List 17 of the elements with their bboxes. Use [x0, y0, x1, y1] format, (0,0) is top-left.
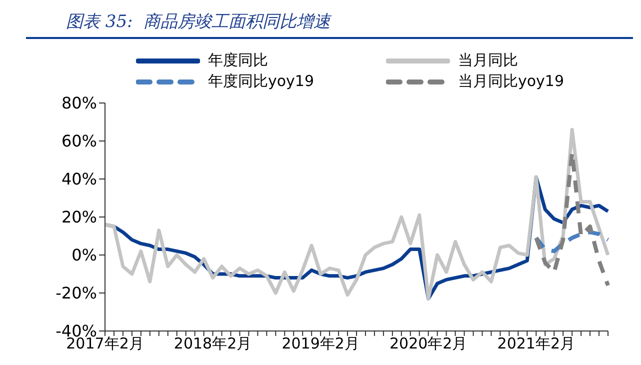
y-tick-label: 80% [61, 94, 97, 113]
legend-label: 当月同比 [458, 51, 518, 70]
legend-label: 年度同比yoy19 [208, 72, 314, 91]
x-tick-label: 2020年2月 [390, 334, 468, 353]
x-tick-label: 2019年2月 [282, 334, 360, 353]
y-tick-label: 60% [61, 132, 97, 151]
legend-label: 年度同比 [208, 51, 268, 70]
y-tick-label: 0% [72, 246, 97, 265]
line-series [534, 230, 610, 254]
y-tick-label: -20% [56, 284, 97, 303]
line-series [103, 128, 610, 300]
x-tick-label: 2021年2月 [497, 334, 575, 353]
x-tick-label: 2018年2月 [174, 334, 252, 353]
y-tick-label: 40% [61, 170, 97, 189]
chart-title: 图表 35: 商品房竣工面积同比增速 [26, 8, 633, 39]
y-tick-label: 20% [61, 208, 97, 227]
legend-label: 当月同比yoy19 [458, 72, 564, 91]
